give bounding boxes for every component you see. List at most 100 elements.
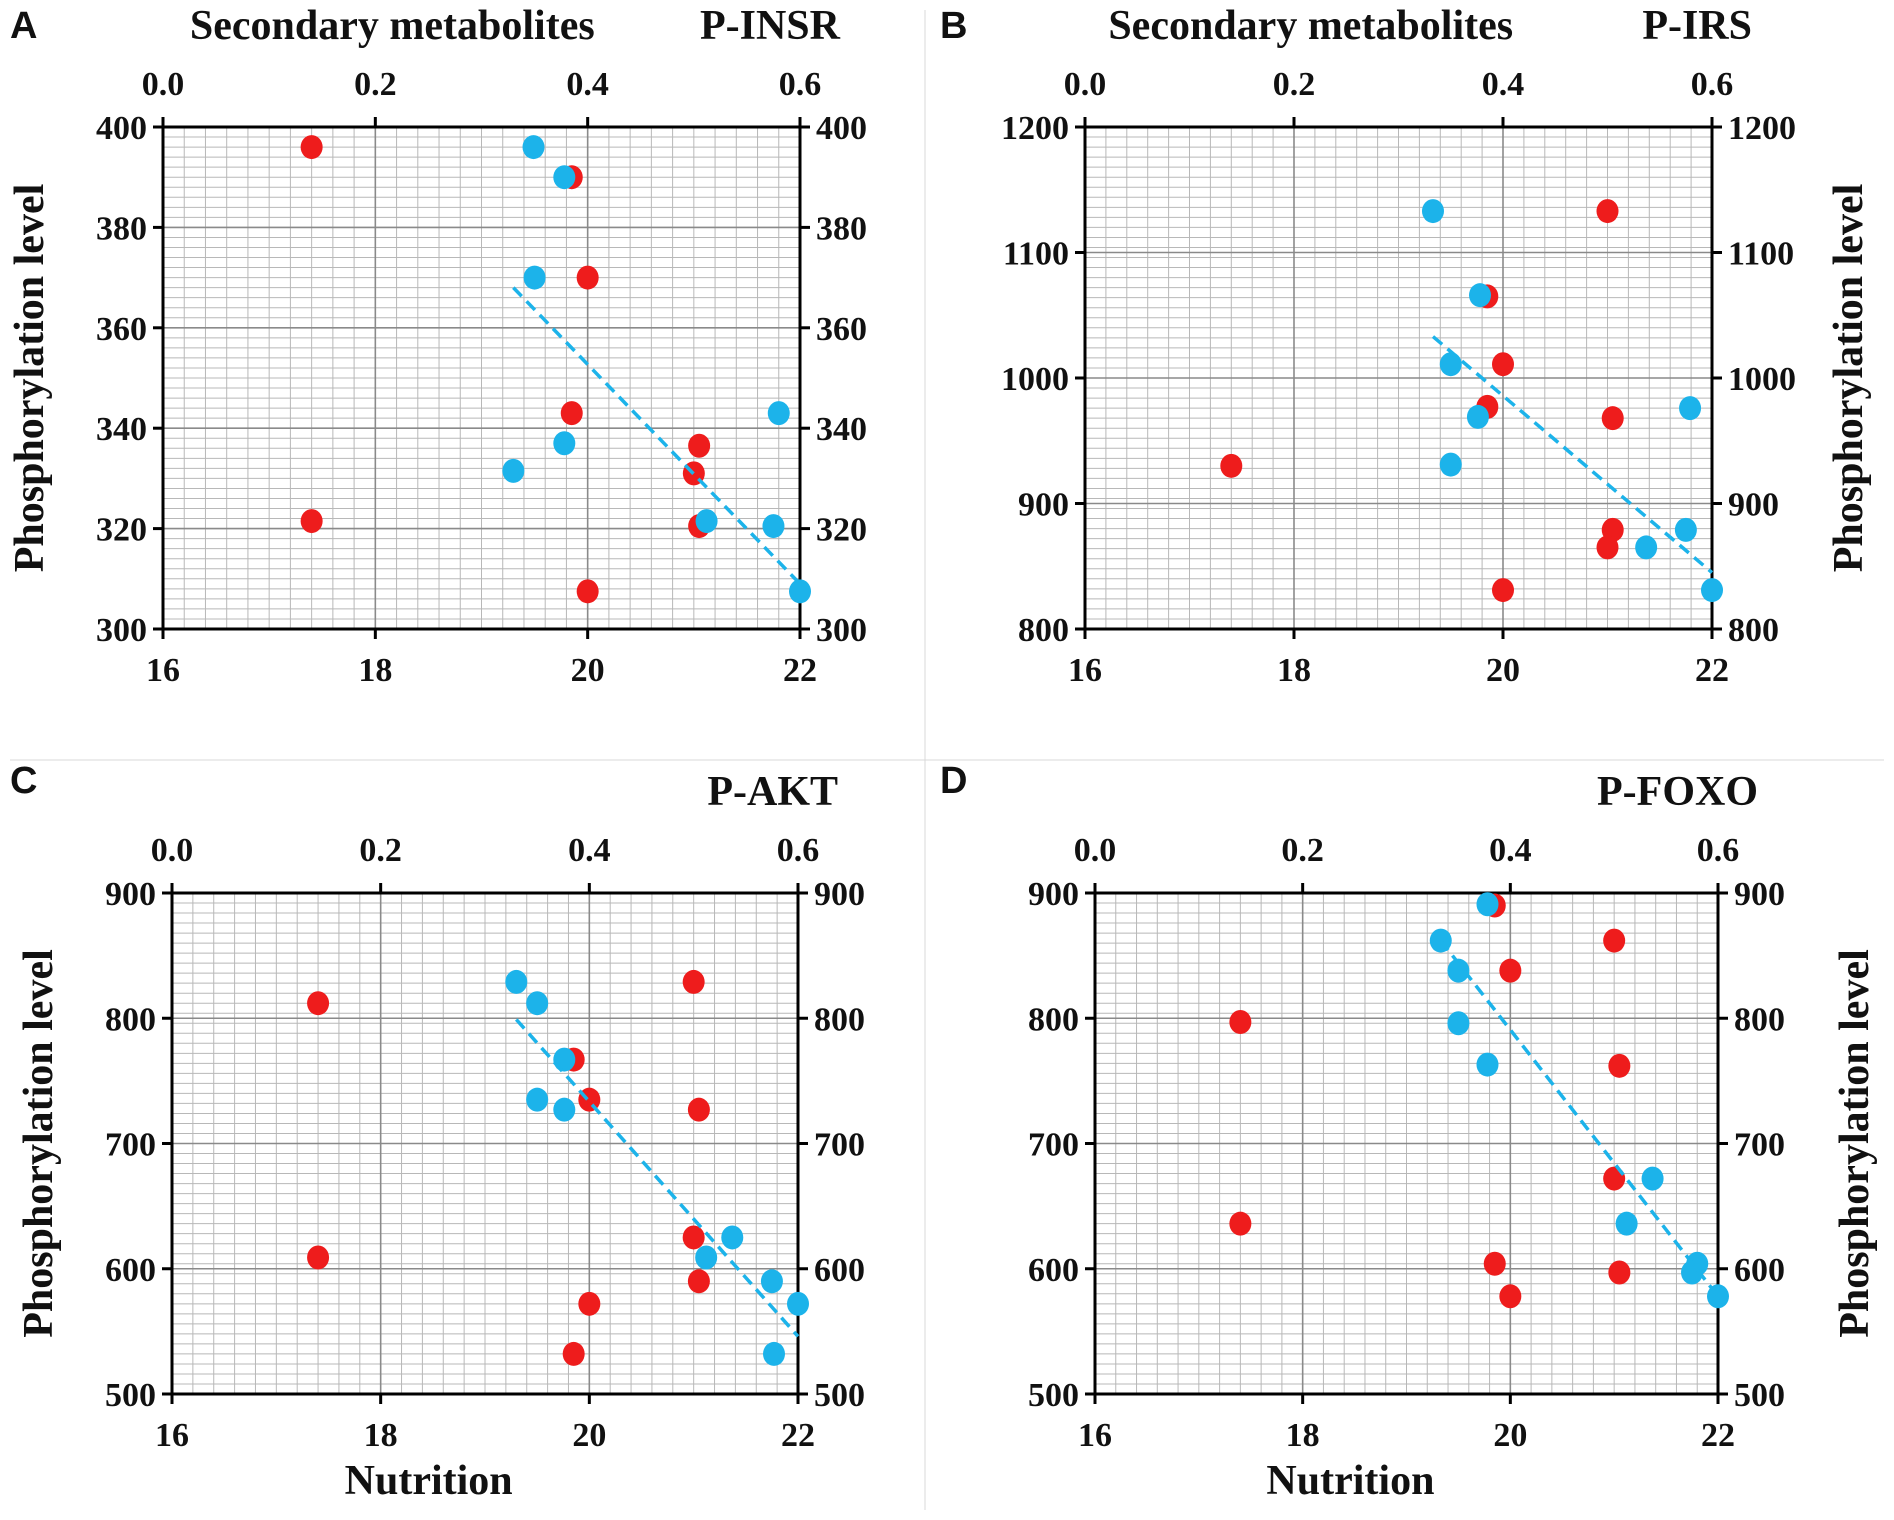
y-tick-label-right: 800 bbox=[1734, 1001, 1785, 1038]
bottom-axis-title: Nutrition bbox=[1266, 1458, 1434, 1504]
y-tick-label-left: 600 bbox=[105, 1252, 156, 1289]
y-tick-label-right: 800 bbox=[1728, 612, 1779, 649]
panel-label: B bbox=[940, 5, 967, 47]
panel-title: P-INSR bbox=[700, 3, 841, 49]
point-secondary-metabolites bbox=[505, 969, 528, 994]
point-nutrition bbox=[1229, 1211, 1252, 1236]
point-secondary-metabolites bbox=[553, 1097, 576, 1122]
point-nutrition bbox=[300, 135, 323, 160]
y-tick-label-left: 500 bbox=[1028, 1377, 1079, 1414]
panel-title: P-AKT bbox=[707, 769, 838, 815]
point-nutrition bbox=[1499, 958, 1522, 983]
y-tick-label-right: 380 bbox=[816, 210, 867, 247]
trend-line bbox=[512, 286, 802, 586]
point-secondary-metabolites bbox=[553, 1047, 576, 1072]
bottom-axis-title: Nutrition bbox=[345, 1458, 513, 1504]
y-tick-label-right: 500 bbox=[814, 1377, 865, 1414]
point-nutrition bbox=[1601, 406, 1624, 431]
point-nutrition bbox=[576, 579, 599, 604]
x-tick-label-top: 0.0 bbox=[1064, 66, 1107, 103]
y-tick-label-right: 400 bbox=[816, 110, 867, 147]
point-secondary-metabolites bbox=[760, 1269, 783, 1294]
y-tick-label-right: 1200 bbox=[1728, 110, 1796, 147]
point-nutrition bbox=[300, 509, 323, 534]
y-tick-label-left: 380 bbox=[96, 210, 147, 247]
point-secondary-metabolites bbox=[1681, 1260, 1704, 1285]
point-nutrition bbox=[1483, 1251, 1506, 1276]
point-nutrition bbox=[1608, 1260, 1631, 1285]
y-tick-label-left: 700 bbox=[1028, 1127, 1079, 1164]
x-tick-label-bottom: 20 bbox=[572, 1417, 606, 1454]
y-tick-label-left: 320 bbox=[96, 512, 147, 549]
point-secondary-metabolites bbox=[553, 431, 576, 456]
point-nutrition bbox=[682, 1225, 705, 1250]
point-secondary-metabolites bbox=[1466, 404, 1489, 429]
y-tick-label-left: 600 bbox=[1028, 1252, 1079, 1289]
point-secondary-metabolites bbox=[526, 1087, 549, 1112]
y-tick-label-right: 600 bbox=[1734, 1252, 1785, 1289]
point-secondary-metabolites bbox=[695, 1245, 718, 1270]
y-axis-title-left: Phosphorylation level bbox=[16, 949, 62, 1338]
x-tick-label-bottom: 16 bbox=[1068, 652, 1102, 689]
point-nutrition bbox=[1608, 1053, 1631, 1078]
point-secondary-metabolites bbox=[523, 265, 546, 290]
x-tick-label-bottom: 16 bbox=[1078, 1417, 1112, 1454]
y-tick-label-right: 800 bbox=[814, 1001, 865, 1038]
y-axis-title-right: Phosphorylation level bbox=[1826, 184, 1872, 573]
point-secondary-metabolites bbox=[502, 458, 525, 483]
y-tick-label-right: 600 bbox=[814, 1252, 865, 1289]
point-nutrition bbox=[687, 1269, 710, 1294]
y-tick-label-left: 500 bbox=[105, 1377, 156, 1414]
x-tick-label-top: 0.2 bbox=[354, 66, 397, 103]
point-secondary-metabolites bbox=[1701, 578, 1723, 603]
point-secondary-metabolites bbox=[762, 514, 785, 539]
point-nutrition bbox=[682, 969, 705, 994]
point-secondary-metabolites bbox=[1635, 535, 1658, 560]
point-nutrition bbox=[1229, 1010, 1252, 1035]
y-axis-title-left: Phosphorylation level bbox=[7, 184, 53, 573]
panel-title: P-IRS bbox=[1642, 3, 1752, 49]
y-tick-label-right: 900 bbox=[1728, 487, 1779, 524]
y-tick-label-left: 360 bbox=[96, 311, 147, 348]
y-tick-label-right: 300 bbox=[816, 612, 867, 649]
y-tick-label-left: 700 bbox=[105, 1127, 156, 1164]
y-tick-label-left: 800 bbox=[105, 1001, 156, 1038]
x-tick-label-top: 0.6 bbox=[777, 832, 820, 869]
panel-title: P-FOXO bbox=[1597, 769, 1758, 815]
point-nutrition bbox=[1220, 453, 1243, 478]
x-tick-label-bottom: 20 bbox=[571, 652, 605, 689]
point-nutrition bbox=[1603, 928, 1626, 953]
point-nutrition bbox=[1499, 1284, 1522, 1309]
y-tick-label-right: 900 bbox=[1734, 876, 1785, 913]
x-tick-label-top: 0.0 bbox=[151, 832, 194, 869]
x-tick-label-bottom: 18 bbox=[1277, 652, 1311, 689]
top-axis-title: Secondary metabolites bbox=[1108, 3, 1513, 49]
point-secondary-metabolites bbox=[1476, 892, 1499, 917]
chart-panel-b: 800 800 900 900 1000 1000 1100 1100 1200 1200 16 18… bbox=[940, 3, 1872, 689]
x-tick-label-top: 0.6 bbox=[1697, 832, 1740, 869]
x-tick-label-bottom: 20 bbox=[1486, 652, 1520, 689]
y-tick-label-left: 340 bbox=[96, 411, 147, 448]
y-tick-label-right: 900 bbox=[814, 876, 865, 913]
point-nutrition bbox=[307, 991, 330, 1016]
x-tick-label-top: 0.6 bbox=[779, 66, 822, 103]
point-secondary-metabolites bbox=[1439, 452, 1462, 477]
point-secondary-metabolites bbox=[1447, 958, 1470, 983]
x-tick-label-top: 0.6 bbox=[1691, 66, 1734, 103]
point-secondary-metabolites bbox=[553, 165, 576, 190]
y-tick-label-right: 1000 bbox=[1728, 361, 1796, 398]
x-tick-label-top: 0.2 bbox=[1281, 832, 1324, 869]
x-tick-label-top: 0.2 bbox=[359, 832, 402, 869]
point-secondary-metabolites bbox=[1439, 352, 1462, 377]
y-tick-label-left: 1200 bbox=[1001, 110, 1069, 147]
chart-panel-c: 500 500 600 600 700 700 800 800 900 900 16 18 20 22 0.… bbox=[10, 760, 865, 1504]
x-tick-label-top: 0.0 bbox=[1074, 832, 1117, 869]
point-secondary-metabolites bbox=[1421, 199, 1444, 224]
x-tick-label-bottom: 22 bbox=[781, 1417, 815, 1454]
x-tick-label-bottom: 22 bbox=[783, 652, 817, 689]
y-axis-title-right: Phosphorylation level bbox=[1832, 949, 1878, 1338]
x-tick-label-bottom: 16 bbox=[155, 1417, 189, 1454]
y-tick-label-right: 340 bbox=[816, 411, 867, 448]
y-tick-label-left: 300 bbox=[96, 612, 147, 649]
y-tick-label-right: 500 bbox=[1734, 1377, 1785, 1414]
